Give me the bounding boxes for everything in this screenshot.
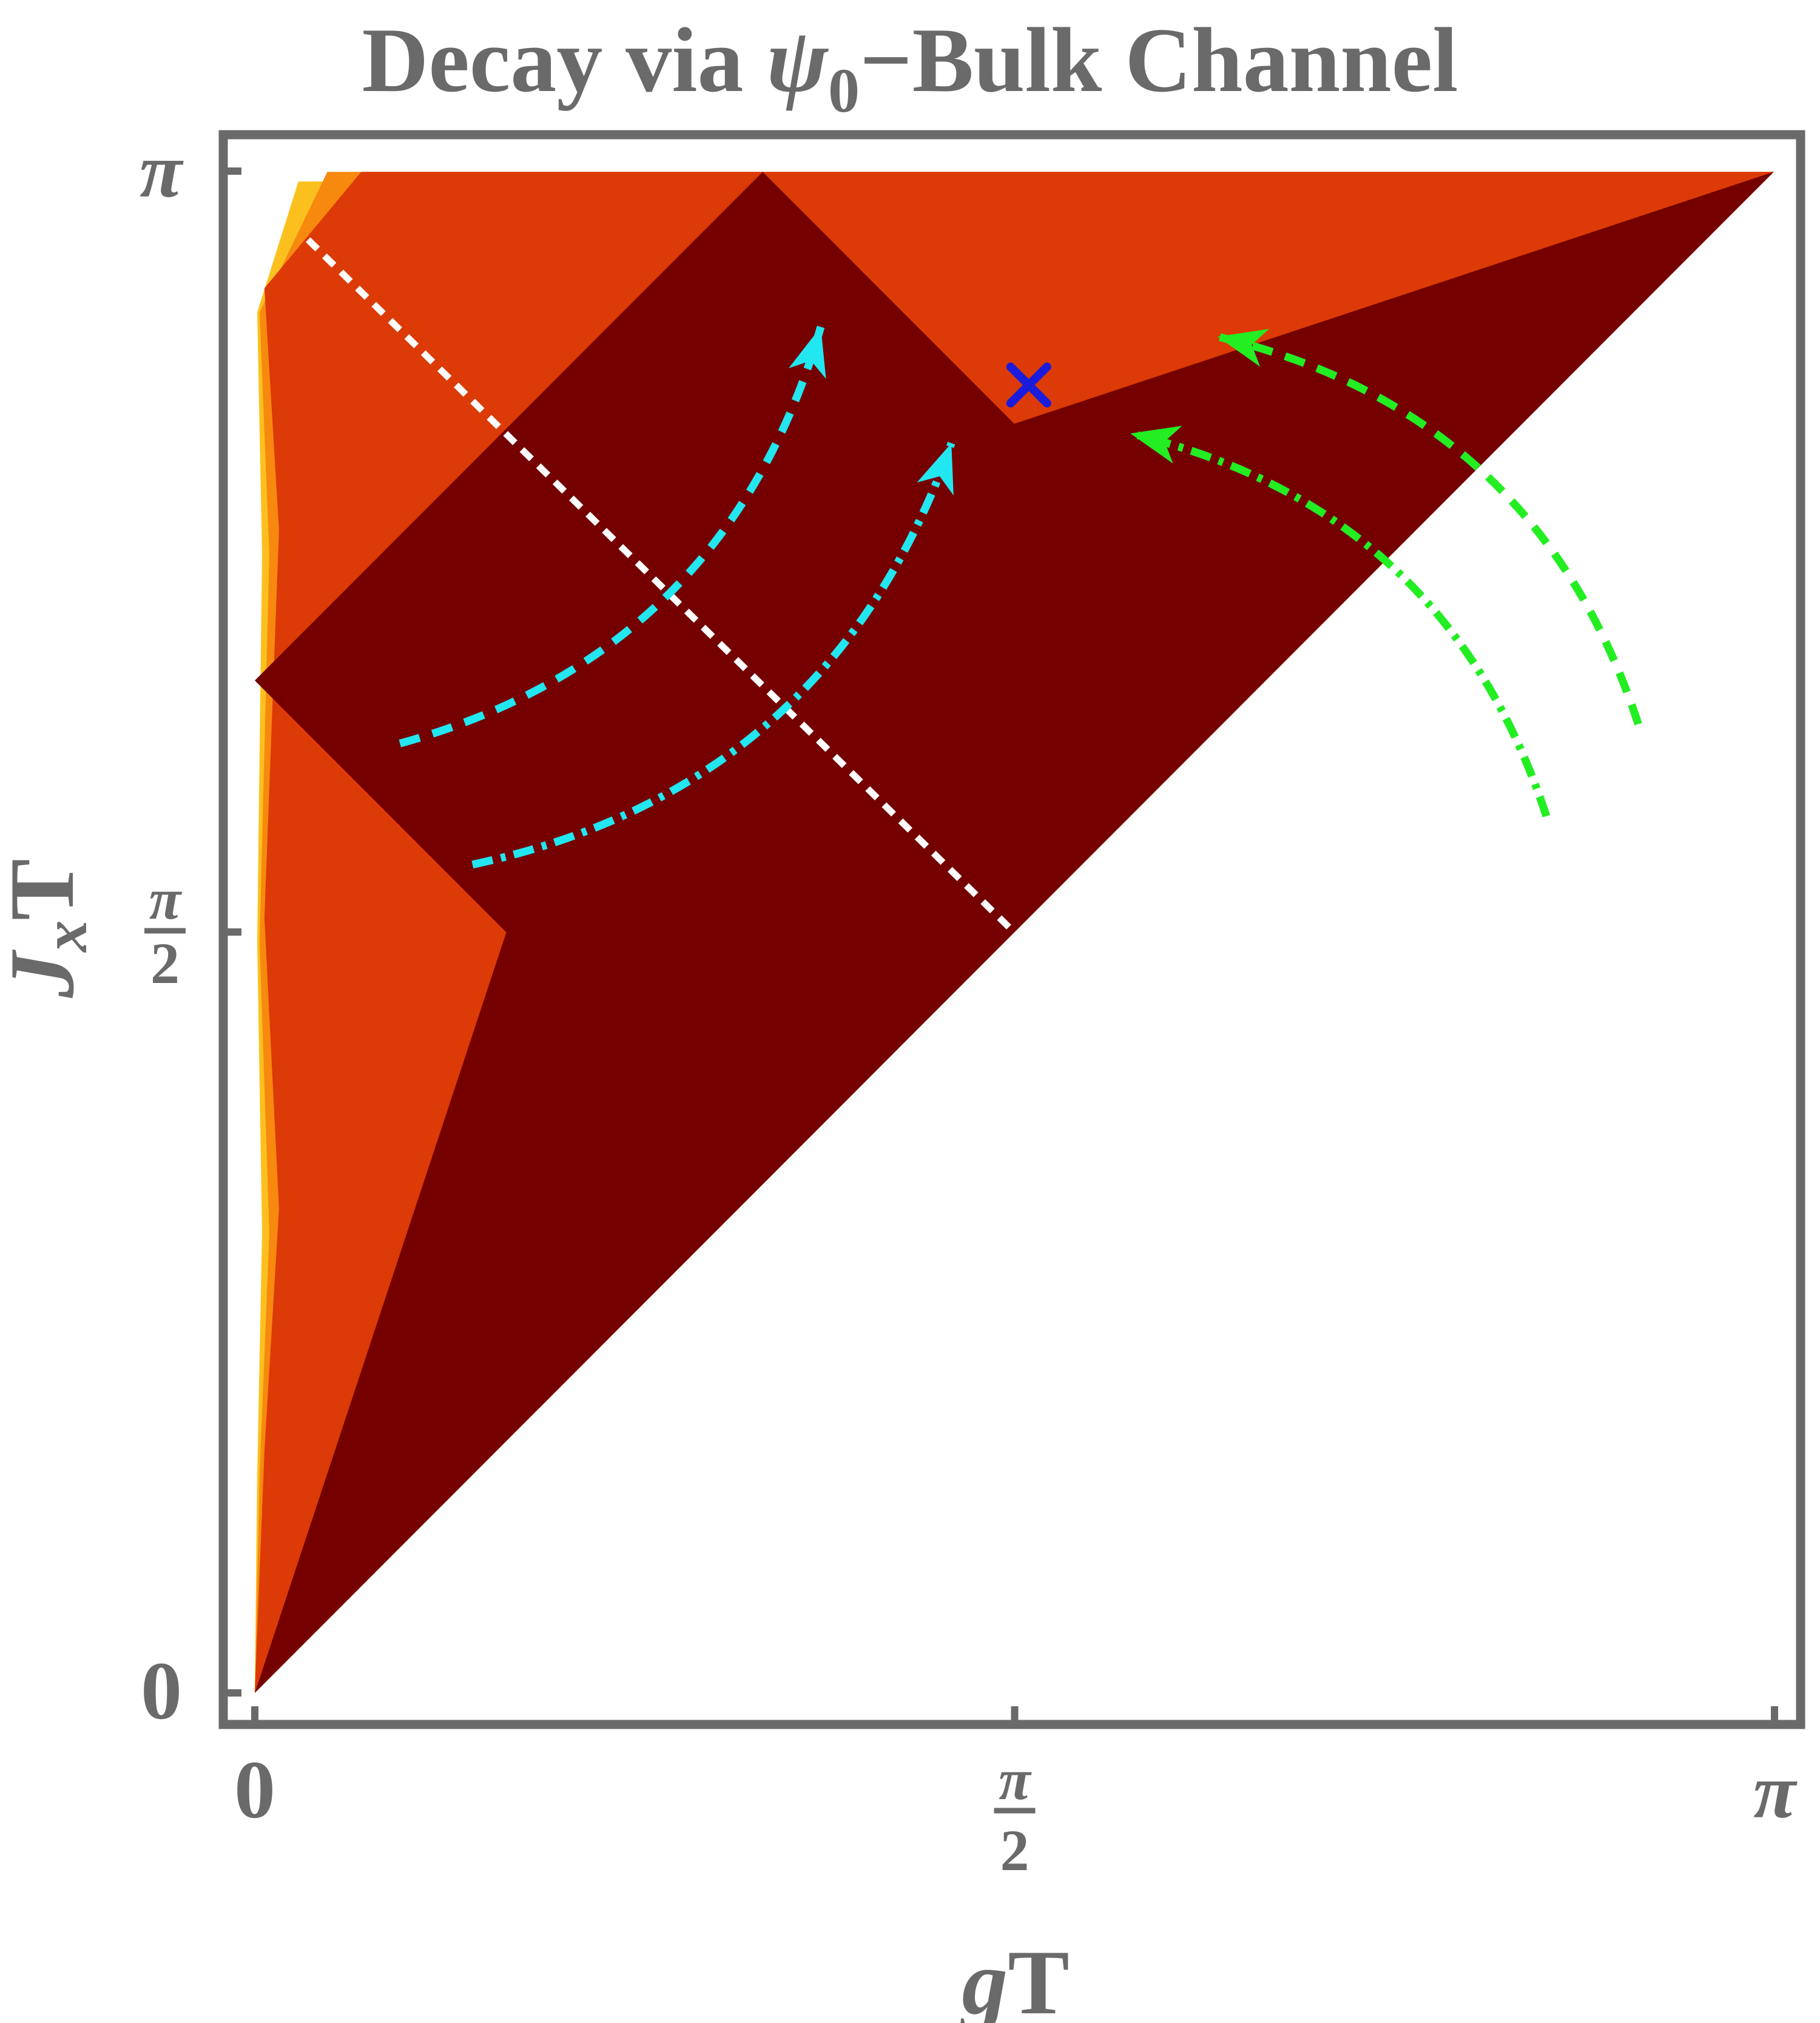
x-axis-label: gT <box>960 1931 1069 2023</box>
x-tick-label-0: 0 <box>234 1744 275 1836</box>
x-tick-label-2: π <box>1753 1748 1798 1834</box>
region-layer <box>255 172 1774 1693</box>
annotation-layer <box>305 237 1642 935</box>
cyan-dashed-arrow-head <box>789 326 826 379</box>
green-dashed-arrow-head <box>1217 329 1269 367</box>
y-tick-label-1: π <box>149 866 183 931</box>
cyan-dashdot-arrow-head <box>917 443 954 496</box>
y-tick-label-0: 0 <box>141 1646 182 1737</box>
cyan-dashdot-arrow <box>471 442 956 869</box>
green-dashdot-arrow-head <box>1130 425 1182 464</box>
x-tick-label-1: π <box>999 1747 1032 1812</box>
green-dashdot-arrow <box>1129 430 1551 818</box>
white-dashed-line <box>305 237 1017 935</box>
chart-title: Decay via ψ0−Bulk Channel <box>362 9 1458 126</box>
x-tick-denominator-1: 2 <box>1000 1818 1030 1883</box>
region-dark <box>255 172 1774 1693</box>
marker-x-stroke-2 <box>1006 362 1051 408</box>
y-axis-label: JxT <box>0 859 100 998</box>
y-tick-denominator-1: 2 <box>150 931 180 996</box>
cyan-dashed-arrow <box>399 325 825 748</box>
y-tick-label-2: π <box>140 127 184 214</box>
